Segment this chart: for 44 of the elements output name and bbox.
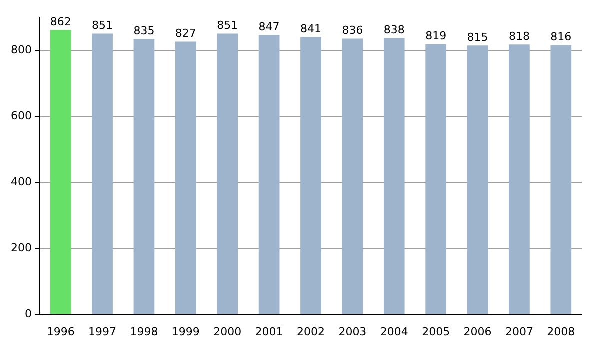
bar: [550, 45, 572, 314]
y-tick-label: 600: [10, 110, 32, 123]
data-label: 862: [50, 16, 72, 29]
data-label: 847: [258, 20, 280, 34]
bar: [50, 30, 72, 314]
y-tick-label: 800: [10, 43, 32, 56]
bar: [426, 44, 446, 314]
bar: [509, 44, 530, 314]
bar: [342, 38, 364, 314]
bar: [467, 46, 488, 314]
data-label: 841: [300, 22, 322, 36]
y-tick-label: 0: [24, 308, 32, 321]
x-tick-label: 2007: [505, 325, 534, 338]
bar: [217, 34, 238, 314]
data-label: 836: [342, 24, 364, 38]
x-tick-label: 2001: [255, 325, 284, 338]
x-tick-label: 1996: [46, 325, 75, 338]
bar: [134, 39, 155, 314]
x-tick-label: 1997: [88, 325, 117, 338]
x-tick-label: 2002: [297, 325, 325, 338]
data-label: 835: [134, 24, 155, 38]
x-tick-label: 2008: [547, 325, 576, 338]
bar: [384, 38, 405, 314]
x-tick-label: 1999: [172, 325, 200, 338]
data-label: 838: [384, 23, 405, 36]
x-tick-label: 2003: [338, 325, 367, 338]
data-label: 851: [217, 19, 238, 32]
bar: [258, 35, 280, 314]
data-label: 816: [550, 30, 572, 44]
x-tick-label: 2005: [422, 325, 450, 338]
data-label: 819: [426, 30, 447, 43]
data-label: 815: [467, 31, 488, 44]
bar: [92, 34, 113, 314]
data-label: 827: [175, 27, 196, 40]
bar: [175, 42, 196, 314]
x-tick-label: 2004: [380, 325, 408, 338]
data-label: 851: [92, 19, 114, 32]
x-tick-label: 1998: [130, 325, 158, 338]
bar: [300, 37, 322, 314]
y-tick-label: 400: [10, 176, 32, 189]
y-tick-label: 200: [10, 242, 32, 255]
data-label: 818: [508, 30, 530, 44]
x-tick-label: 2000: [214, 325, 242, 338]
x-tick-label: 2006: [464, 325, 492, 338]
